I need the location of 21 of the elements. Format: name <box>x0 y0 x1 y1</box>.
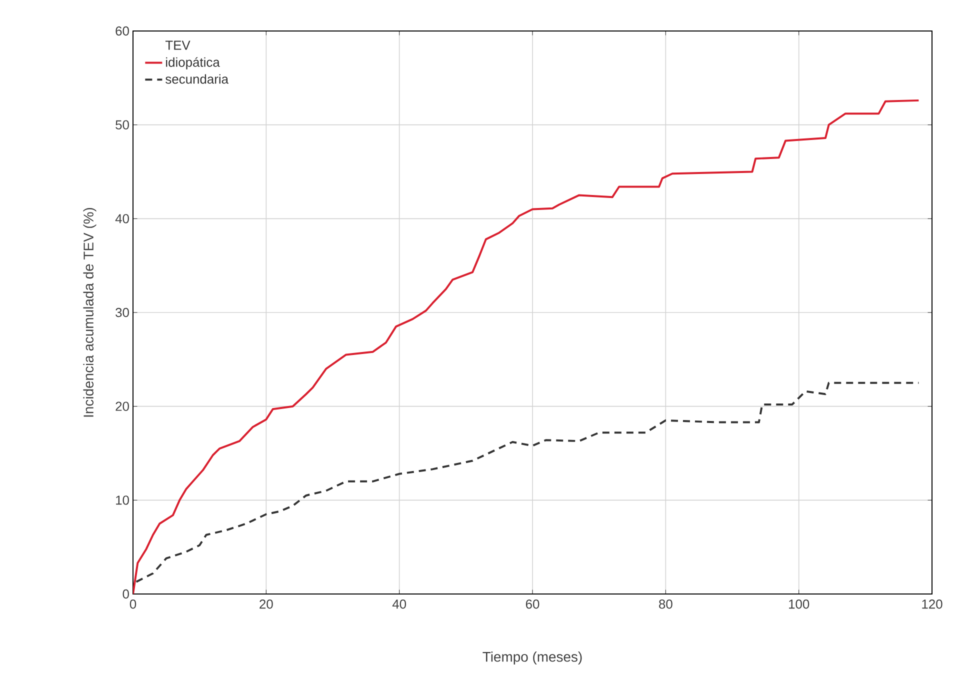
line-series <box>133 99 920 594</box>
x-tick-label: 40 <box>392 600 406 609</box>
y-tick-label: 40 <box>115 214 129 224</box>
legend-label: idiopática <box>166 57 220 70</box>
y-tick-label: 0 <box>122 589 129 599</box>
y-tick-label: 50 <box>116 120 129 130</box>
x-tick-label: 60 <box>526 600 540 609</box>
legend-label: secundaria <box>166 74 229 84</box>
x-tick-label: 80 <box>659 600 672 609</box>
x-tick-label: 100 <box>789 600 810 609</box>
x-axis-title: Tiempo (meses) <box>482 652 582 665</box>
x-tick-label: 120 <box>922 600 942 609</box>
x-tick-label: 20 <box>260 600 273 609</box>
x-tick-label: 0 <box>130 600 136 609</box>
y-tick-label: 30 <box>116 308 129 318</box>
line-series <box>135 382 920 583</box>
legend-title: TEV <box>165 40 190 50</box>
y-axis-title: Incidencia acumulada de TEV (%) <box>83 208 96 417</box>
y-tick-label: 10 <box>116 496 129 505</box>
y-tick-label: 20 <box>116 402 129 411</box>
y-tick-label: 60 <box>116 26 129 36</box>
